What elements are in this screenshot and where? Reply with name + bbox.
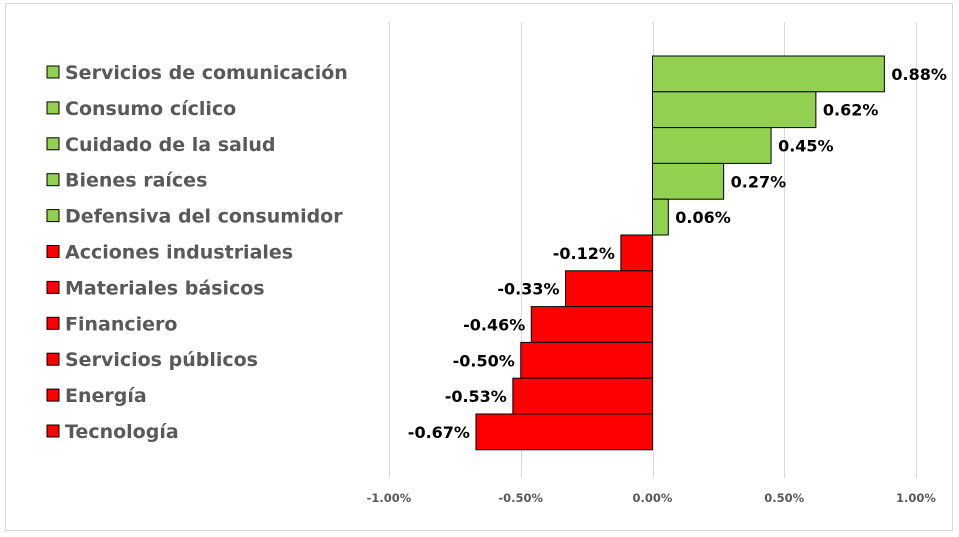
data-label: -0.46% xyxy=(463,316,525,335)
x-tick-label: 0.50% xyxy=(764,491,804,505)
legend-swatch xyxy=(46,280,60,294)
legend-label: Financiero xyxy=(65,313,177,335)
data-label: -0.53% xyxy=(445,387,507,406)
legend-swatch xyxy=(46,173,60,187)
legend-label: Servicios de comunicación xyxy=(65,62,348,84)
bar xyxy=(565,270,653,308)
chart-frame xyxy=(5,3,953,531)
x-tick-label: -0.50% xyxy=(498,491,543,505)
legend-swatch xyxy=(46,209,60,223)
legend-label: Cuidado de la salud xyxy=(65,134,276,156)
bar xyxy=(512,377,653,415)
legend-swatch xyxy=(46,388,60,402)
legend-label: Defensiva del consumidor xyxy=(65,206,343,228)
bar xyxy=(652,162,725,200)
bar xyxy=(652,91,817,129)
data-label: -0.33% xyxy=(497,280,559,299)
bar xyxy=(620,234,654,272)
legend-label: Consumo cíclico xyxy=(65,98,236,120)
x-tick-label: -1.00% xyxy=(367,491,412,505)
legend-swatch xyxy=(46,101,60,115)
category-legend: Servicios de comunicación Consumo cíclico… xyxy=(46,62,348,443)
value-labels: 0.88% 0.62% 0.45% 0.27%0.06% -0.12% -0.33% -0.… xyxy=(408,65,947,442)
data-label: 0.27% xyxy=(731,172,787,191)
legend-label: Tecnología xyxy=(65,421,179,443)
bars xyxy=(475,55,885,451)
data-label: 0.62% xyxy=(823,101,879,120)
bar xyxy=(530,306,653,343)
bar xyxy=(520,341,653,379)
legend-swatch xyxy=(46,65,60,79)
legend-swatch xyxy=(46,424,60,438)
legend-swatch xyxy=(46,245,60,258)
legend-swatch xyxy=(46,352,60,366)
legend-label: Bienes raíces xyxy=(65,170,207,192)
x-tick-label: 1.00% xyxy=(896,491,936,505)
x-tick-label: 0.00% xyxy=(633,491,673,505)
bar xyxy=(652,55,885,93)
bar xyxy=(475,413,653,451)
legend-label: Servicios públicos xyxy=(65,349,258,371)
legend-swatch xyxy=(46,316,60,330)
legend-label: Materiales básicos xyxy=(65,277,265,299)
legend-label: Acciones industriales xyxy=(65,242,293,264)
data-label: 0.06% xyxy=(675,208,731,227)
legend-swatch xyxy=(46,137,60,151)
data-label: -0.67% xyxy=(408,423,470,442)
data-label: 0.88% xyxy=(891,65,947,84)
legend-label: Energía xyxy=(65,385,147,407)
x-tick-labels: -1.00% -0.50% 0.00% 0.50% 1.00% xyxy=(367,491,937,505)
data-label: -0.12% xyxy=(553,244,615,263)
data-label: 0.45% xyxy=(778,137,834,156)
bar xyxy=(652,127,772,164)
data-label: -0.50% xyxy=(453,351,515,370)
bar xyxy=(652,198,669,236)
